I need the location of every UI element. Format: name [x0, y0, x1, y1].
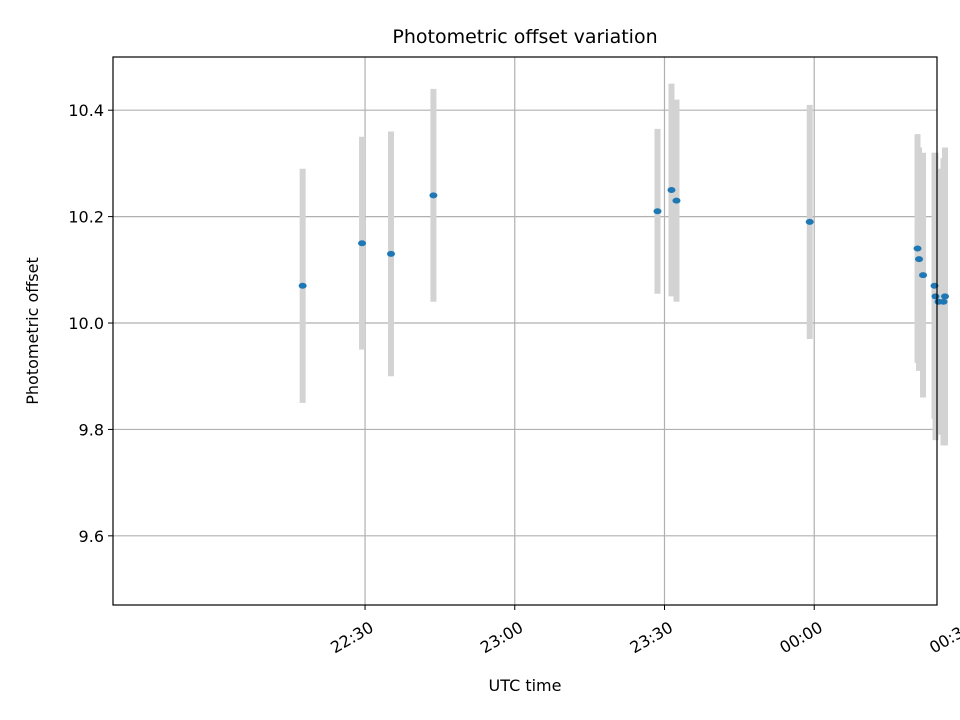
data-point [915, 256, 924, 263]
data-point [429, 192, 438, 199]
chart-title: Photometric offset variation [392, 26, 657, 48]
x-tick-label: 22:30 [327, 618, 376, 658]
data-point [653, 208, 662, 215]
data-points [298, 187, 949, 305]
y-tick-label: 9.6 [79, 527, 104, 546]
y-tick-label: 10.2 [68, 208, 104, 227]
data-point [913, 245, 922, 252]
grid-lines [113, 57, 937, 605]
data-point [386, 250, 395, 257]
plot-area-frame [112, 56, 938, 606]
data-point [919, 272, 928, 279]
x-tick-label: 00:00 [776, 618, 825, 658]
y-tick-label: 10.4 [68, 101, 104, 120]
y-tick-label: 9.8 [79, 420, 104, 439]
data-point [358, 240, 367, 247]
y-axis-ticks: 9.6 9.8 10.0 10.2 10.4 [68, 101, 113, 546]
data-point [940, 293, 949, 300]
data-point [298, 282, 307, 289]
x-tick-label: 00:30 [926, 618, 960, 658]
data-point [805, 218, 814, 225]
x-axis-ticks: 22:30 23:00 23:30 00:00 00:30 [327, 605, 960, 657]
data-point [672, 197, 681, 204]
y-tick-label: 10.0 [68, 314, 104, 333]
error-bars [299, 83, 948, 446]
data-point [939, 298, 948, 305]
data-point [667, 187, 676, 194]
y-axis-label: Photometric offset [23, 257, 42, 405]
x-tick-label: 23:00 [477, 618, 526, 658]
x-tick-label: 23:30 [627, 618, 676, 658]
x-axis-label: UTC time [489, 676, 562, 695]
data-point [931, 293, 940, 300]
